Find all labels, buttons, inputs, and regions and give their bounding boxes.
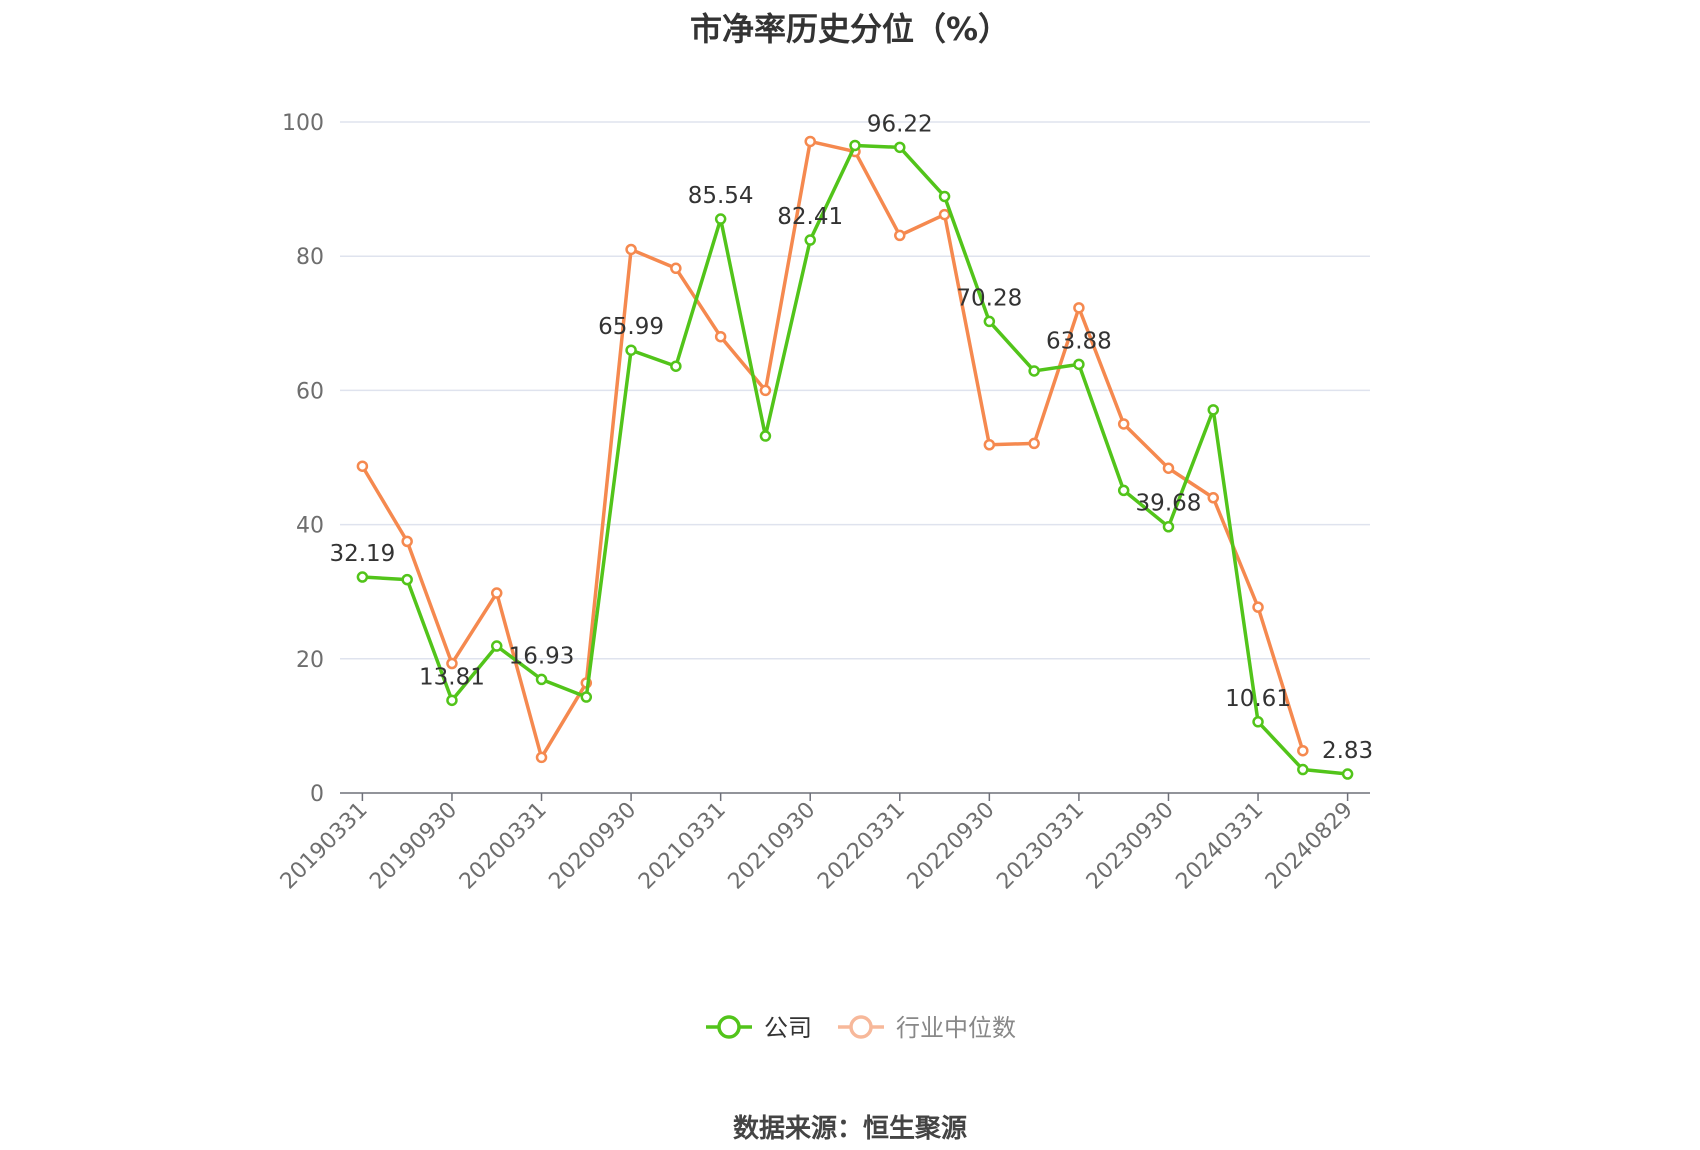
y-axis-ticks: 0 20 40 60 80 100	[282, 111, 324, 807]
x-tick-label-20200331: 20200331	[455, 798, 552, 895]
data-point	[714, 213, 727, 225]
data-point	[1028, 437, 1040, 450]
y-tick-label-100: 100	[282, 111, 324, 136]
x-tick-label-20220930: 20220930	[903, 798, 1000, 895]
grid-lines	[340, 121, 1370, 660]
data-point	[356, 460, 369, 472]
legend-label: 公司	[764, 1014, 812, 1042]
data-point	[1162, 520, 1175, 533]
data-label: 70.28	[956, 285, 1022, 311]
data-point	[670, 360, 682, 372]
x-tick-label-20230331: 20230331	[992, 798, 1089, 895]
data-point	[1117, 484, 1130, 497]
data-point	[535, 673, 548, 686]
legend-marker	[849, 1015, 873, 1039]
data-point	[759, 384, 772, 397]
series-group	[356, 135, 1354, 780]
y-tick-label-60: 60	[296, 379, 324, 404]
x-tick-label-20200930: 20200930	[544, 798, 641, 895]
data-point	[446, 694, 458, 707]
data-label: 82.41	[777, 204, 843, 230]
data-point	[625, 243, 637, 256]
data-point	[849, 139, 861, 152]
data-point	[446, 657, 458, 670]
data-point	[490, 587, 503, 599]
legend-item-0[interactable]: 公司	[706, 1014, 812, 1042]
data-point	[1162, 462, 1175, 474]
data-source: 数据来源：恒生聚源	[732, 1114, 967, 1144]
data-label: 65.99	[598, 314, 664, 340]
data-point	[804, 234, 816, 246]
x-tick-label-20220331: 20220331	[813, 798, 910, 895]
data-label: 10.61	[1225, 686, 1291, 712]
data-label: 16.93	[509, 643, 575, 669]
series-line-0	[362, 143, 1348, 776]
x-tick-label-20210930: 20210930	[724, 798, 821, 895]
data-point	[1207, 492, 1220, 504]
data-point	[1117, 418, 1130, 430]
data-point	[1341, 768, 1354, 780]
data-point	[759, 430, 772, 442]
x-tick-label-20190930: 20190930	[365, 798, 462, 895]
data-label: 63.88	[1046, 328, 1112, 354]
legend[interactable]: 公司 行业中位数	[706, 1014, 1016, 1042]
data-label: 32.19	[329, 541, 395, 567]
y-tick-label-40: 40	[296, 514, 324, 539]
data-point	[1207, 404, 1220, 416]
data-point	[1252, 716, 1264, 728]
data-point	[490, 640, 503, 652]
y-tick-label-80: 80	[296, 245, 324, 270]
y-tick-label-20: 20	[296, 648, 324, 673]
data-label: 85.54	[688, 183, 754, 209]
data-point	[1297, 763, 1309, 776]
data-point	[401, 535, 413, 548]
x-tick-label-20240829: 20240829	[1261, 798, 1358, 895]
data-point	[804, 135, 816, 148]
data-point	[1297, 744, 1309, 757]
x-tick-label-20190331: 20190331	[276, 798, 373, 895]
x-tick-label-20240331: 20240331	[1171, 798, 1268, 895]
y-tick-label-0: 0	[310, 782, 324, 807]
data-point	[894, 229, 906, 242]
data-point	[670, 262, 682, 275]
data-point	[535, 751, 548, 764]
series-line-1	[360, 139, 1305, 760]
data-label: 2.83	[1322, 738, 1373, 764]
x-axis: 2019033120190930202003312020093020210331…	[276, 792, 1370, 895]
data-point	[938, 208, 951, 221]
x-tick-label-20210331: 20210331	[634, 798, 731, 895]
data-point	[580, 691, 593, 703]
data-label: 13.81	[419, 664, 485, 690]
data-point	[1073, 358, 1085, 371]
legend-label: 行业中位数	[896, 1014, 1016, 1042]
data-point	[1073, 302, 1085, 314]
data-labels: 32.19 13.81 16.93 65.99 85.54 82.41 96.22 70.28…	[329, 111, 1373, 764]
data-point	[356, 571, 369, 583]
data-point	[625, 344, 637, 356]
legend-item-1[interactable]: 行业中位数	[838, 1014, 1016, 1042]
x-tick-label-20230930: 20230930	[1082, 798, 1179, 895]
data-point	[983, 315, 996, 328]
data-point	[1252, 601, 1264, 613]
data-point	[401, 573, 413, 586]
legend-marker	[717, 1015, 741, 1039]
data-point	[983, 439, 996, 451]
data-label: 96.22	[867, 111, 933, 137]
data-point	[894, 141, 906, 154]
data-label: 39.68	[1136, 491, 1202, 517]
data-point	[938, 190, 951, 203]
chart-title: 市净率历史分位（%）	[689, 10, 1011, 48]
data-point	[1028, 365, 1040, 377]
data-point	[714, 330, 727, 343]
